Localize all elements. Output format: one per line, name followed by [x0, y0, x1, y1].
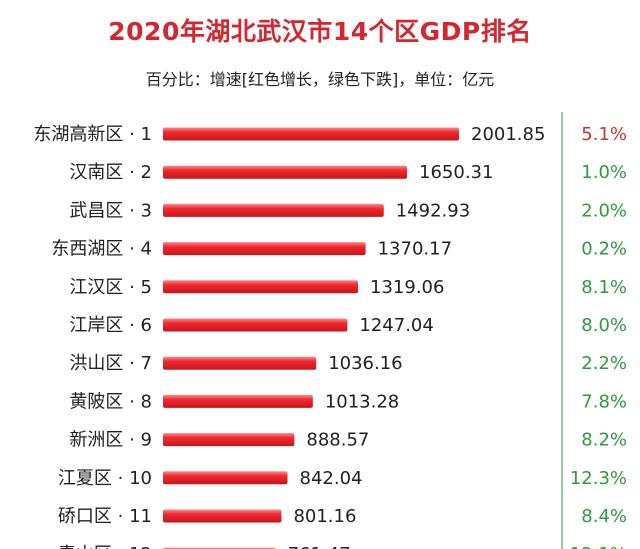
bar [163, 127, 459, 141]
growth-label: 8.1% [581, 277, 627, 298]
chart-subtitle: 百分比：增速[红色增长，绿色下跌]，单位：亿元 [145, 70, 495, 89]
growth-label: 12.1% [570, 544, 627, 549]
bar [163, 165, 408, 179]
category-label: 江岸区 · 6 [69, 315, 152, 336]
category-label: 武昌区 · 3 [69, 200, 152, 221]
bar [163, 203, 384, 217]
bar [163, 471, 288, 485]
growth-label: 0.2% [581, 239, 627, 260]
category-label: 东湖高新区 · 1 [33, 124, 152, 145]
category-label: 江汉区 · 5 [69, 277, 152, 298]
category-label: 东西湖区 · 4 [51, 239, 152, 260]
growth-label: 2.0% [581, 200, 627, 221]
value-label: 1650.31 [419, 162, 493, 183]
growth-label: 2.2% [581, 353, 627, 374]
bar [163, 356, 317, 370]
growth-label: 7.8% [581, 391, 627, 412]
growth-label: 8.0% [581, 315, 627, 336]
category-label: 新洲区 · 9 [69, 430, 152, 451]
value-label: 842.04 [300, 468, 363, 489]
value-label: 1013.28 [325, 391, 399, 412]
growth-label: 8.4% [581, 506, 627, 527]
category-label: 洪山区 · 7 [69, 353, 152, 374]
bar [163, 318, 348, 332]
growth-label: 8.2% [581, 430, 627, 451]
category-label: 江夏区 · 10 [58, 468, 152, 489]
value-label: 1319.06 [370, 277, 444, 298]
value-label: 888.57 [306, 430, 369, 451]
value-label: 1247.04 [359, 315, 433, 336]
bar [163, 509, 282, 523]
bar [163, 280, 359, 294]
growth-label: 1.0% [581, 162, 627, 183]
bar [163, 242, 366, 256]
value-label: 2001.85 [471, 124, 545, 145]
growth-label: 12.3% [570, 468, 627, 489]
growth-label: 5.1% [581, 124, 627, 145]
bar [163, 394, 313, 408]
bar [163, 433, 295, 447]
category-label: 硚口区 · 11 [58, 506, 152, 527]
value-label: 1492.93 [396, 200, 470, 221]
value-label: 1370.17 [378, 239, 452, 260]
category-label: 青山区 · 12 [58, 544, 152, 549]
value-label: 761.47 [288, 544, 351, 549]
category-label: 黄陂区 · 8 [69, 391, 152, 412]
category-label: 汉南区 · 2 [69, 162, 152, 183]
value-label: 1036.16 [328, 353, 402, 374]
chart-title: 2020年湖北武汉市14个区GDP排名 [108, 17, 532, 46]
value-label: 801.16 [293, 506, 356, 527]
